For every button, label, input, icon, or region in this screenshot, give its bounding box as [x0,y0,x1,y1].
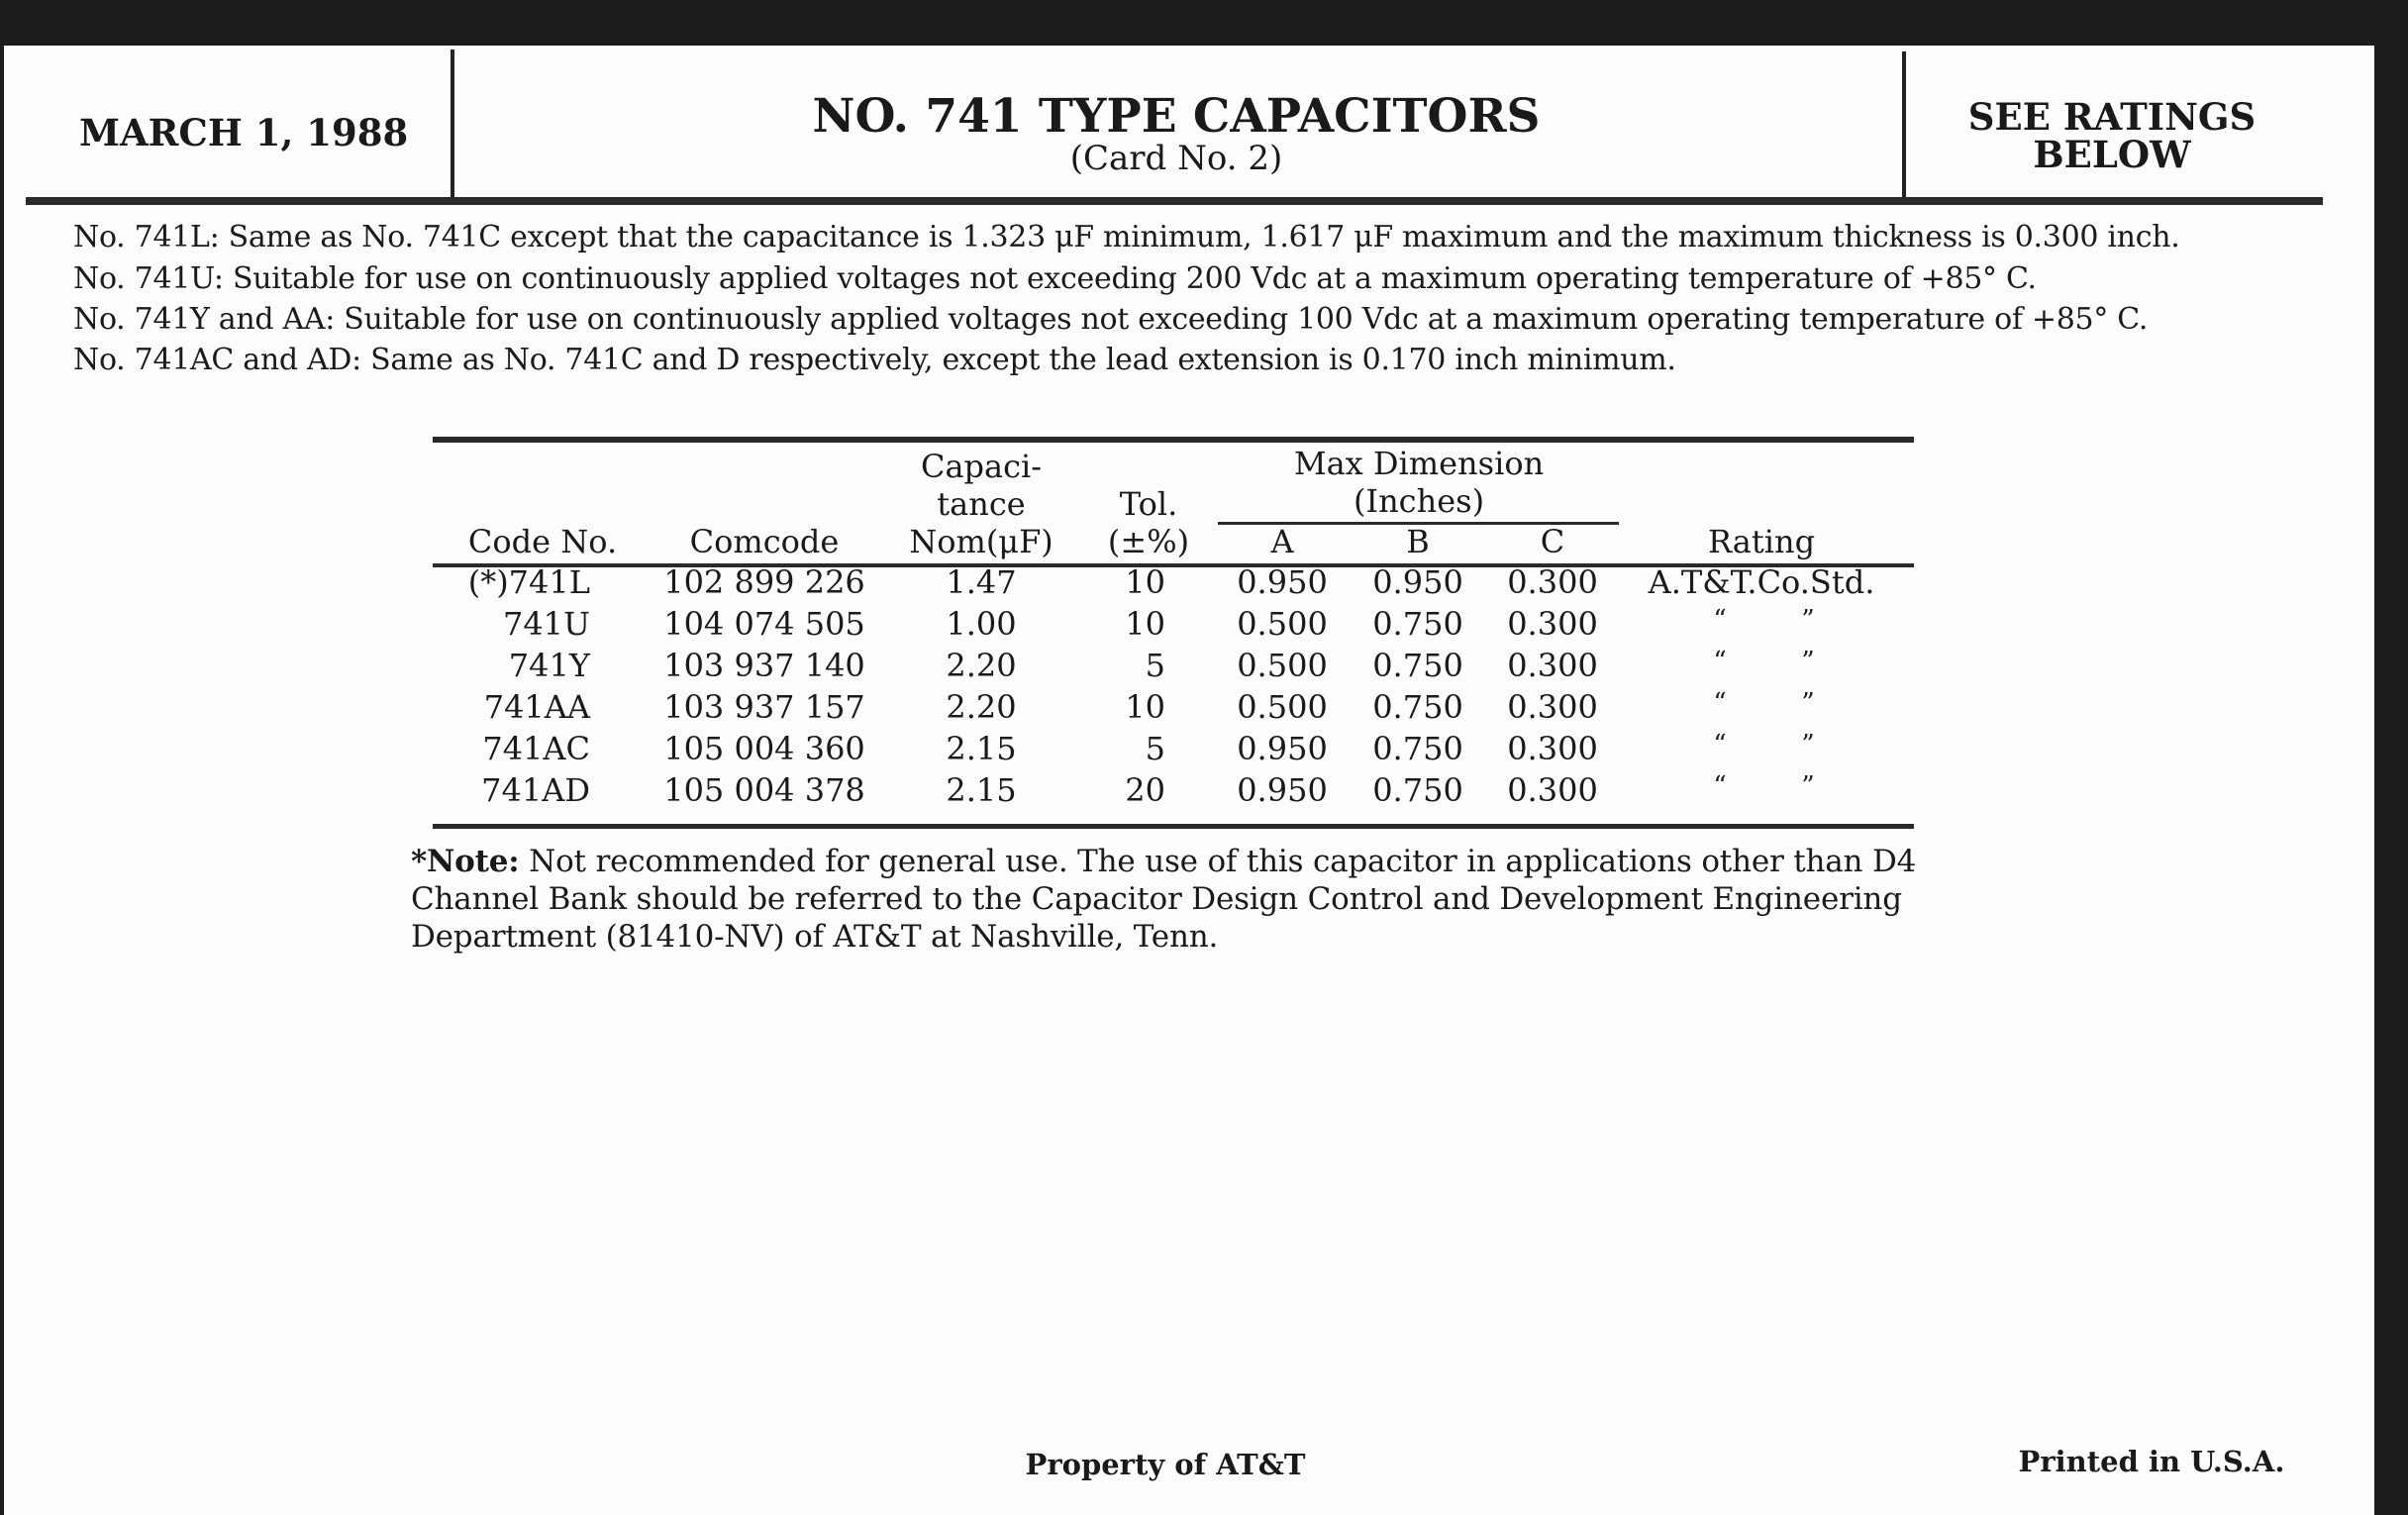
footnote-line1: *Note: Not recommended for general use. … [411,844,1916,879]
cell-dim-c: 0.300 [1507,688,1598,726]
col-header-comcode: Comcode [689,523,840,560]
cell-dim-c: 0.300 [1507,563,1598,601]
cell-comcode: 105 004 360 [663,730,865,767]
col-header-code: Code No. [467,523,618,560]
note-741l: No. 741L: Same as No. 741C except that t… [73,220,2180,254]
cell-capacitance: 2.20 [946,688,1017,726]
col-header-c: C [1540,523,1565,560]
page-title: NO. 741 TYPE CAPACITORS [812,89,1541,144]
cell-dim-c: 0.300 [1507,605,1598,643]
footnote-line2: Channel Bank should be referred to the C… [411,881,1902,917]
col-header-tol-1: Tol. [1119,485,1178,523]
cell-rating-ditto-open: “ [1713,730,1727,759]
cell-dim-b: 0.750 [1372,647,1463,684]
col-header-capacitance-1: Capaci- [920,448,1043,485]
max-dimension-rule [1218,522,1619,525]
cell-dim-a: 0.500 [1237,647,1328,684]
table-top-rule [433,437,1914,443]
cell-comcode: 103 937 157 [663,688,865,726]
footer-printed: Printed in U.S.A. [2018,1445,2285,1478]
cell-dim-a: 0.950 [1237,730,1328,767]
footnote-label: *Note: [411,844,520,879]
cell-tolerance: 5 [1145,647,1165,684]
note-741u: No. 741U: Suitable for use on continuous… [73,261,2037,296]
cell-dim-c: 0.300 [1507,771,1598,809]
col-header-max-dimension: Max Dimension [1293,445,1545,482]
cell-rating-ditto-close: ” [1801,647,1815,676]
col-header-inches: (Inches) [1353,482,1485,520]
cell-capacitance: 1.47 [946,563,1017,601]
cell-code: 741AC [482,730,590,767]
cell-dim-c: 0.300 [1507,730,1598,767]
note-741ac-ad: No. 741AC and AD: Same as No. 741C and D… [73,343,1676,377]
table-header-rule [433,563,1914,567]
cell-tolerance: 10 [1125,563,1165,601]
header-rule [26,197,2323,205]
cell-rating-ditto-close: ” [1801,771,1815,801]
cell-code: 741Y [508,647,590,684]
cell-capacitance: 2.20 [946,647,1017,684]
page-subtitle: (Card No. 2) [1069,139,1283,178]
cell-rating-ditto-open: “ [1713,688,1727,718]
ratings-note-line1: SEE RATINGS [1967,95,2257,139]
cell-tolerance: 10 [1125,688,1165,726]
ratings-note-line2: BELOW [2033,133,2191,176]
col-header-rating: Rating [1707,523,1816,560]
footnote-line3: Department (81410-NV) of AT&T at Nashvil… [411,919,1219,955]
cell-comcode: 102 899 226 [663,563,865,601]
cell-tolerance: 5 [1145,730,1165,767]
col-header-capacitance-2: tance [937,485,1026,523]
cell-code: (*)741L [467,563,590,601]
cell-comcode: 105 004 378 [663,771,865,809]
header-divider-left [451,50,454,200]
cell-rating-ditto-close: ” [1801,730,1815,759]
cell-comcode: 103 937 140 [663,647,865,684]
cell-dim-b: 0.750 [1372,605,1463,643]
cell-rating-ditto-open: “ [1713,771,1727,801]
table-bottom-rule [433,824,1914,829]
header-date: MARCH 1, 1988 [79,111,409,154]
cell-dim-c: 0.300 [1507,647,1598,684]
cell-rating: A.T&T.Co.Std. [1648,563,1875,601]
cell-capacitance: 2.15 [946,730,1017,767]
cell-dim-a: 0.500 [1237,605,1328,643]
cell-code: 741U [502,605,590,643]
cell-code: 741AA [483,688,590,726]
header-divider-right [1902,51,1906,200]
col-header-a: A [1270,523,1294,560]
cell-dim-b: 0.750 [1372,730,1463,767]
footer-property: Property of AT&T [1025,1448,1306,1481]
cell-code: 741AD [481,771,590,809]
cell-dim-a: 0.500 [1237,688,1328,726]
col-header-tol-2: (±%) [1107,523,1190,560]
cell-comcode: 104 074 505 [663,605,865,643]
cell-dim-b: 0.950 [1372,563,1463,601]
cell-tolerance: 10 [1125,605,1165,643]
document-card [4,46,2374,1515]
cell-dim-b: 0.750 [1372,688,1463,726]
cell-dim-a: 0.950 [1237,771,1328,809]
cell-rating-ditto-close: ” [1801,605,1815,635]
col-header-capacitance-3: Nom(μF) [909,523,1054,560]
cell-rating-ditto-close: ” [1801,688,1815,718]
cell-dim-a: 0.950 [1237,563,1328,601]
note-741y-aa: No. 741Y and AA: Suitable for use on con… [73,302,2149,337]
cell-rating-ditto-open: “ [1713,647,1727,676]
cell-dim-b: 0.750 [1372,771,1463,809]
cell-tolerance: 20 [1125,771,1165,809]
cell-capacitance: 1.00 [946,605,1017,643]
footnote-text: Not recommended for general use. The use… [519,844,1917,879]
col-header-b: B [1406,523,1430,560]
cell-capacitance: 2.15 [946,771,1017,809]
cell-rating-ditto-open: “ [1713,605,1727,635]
